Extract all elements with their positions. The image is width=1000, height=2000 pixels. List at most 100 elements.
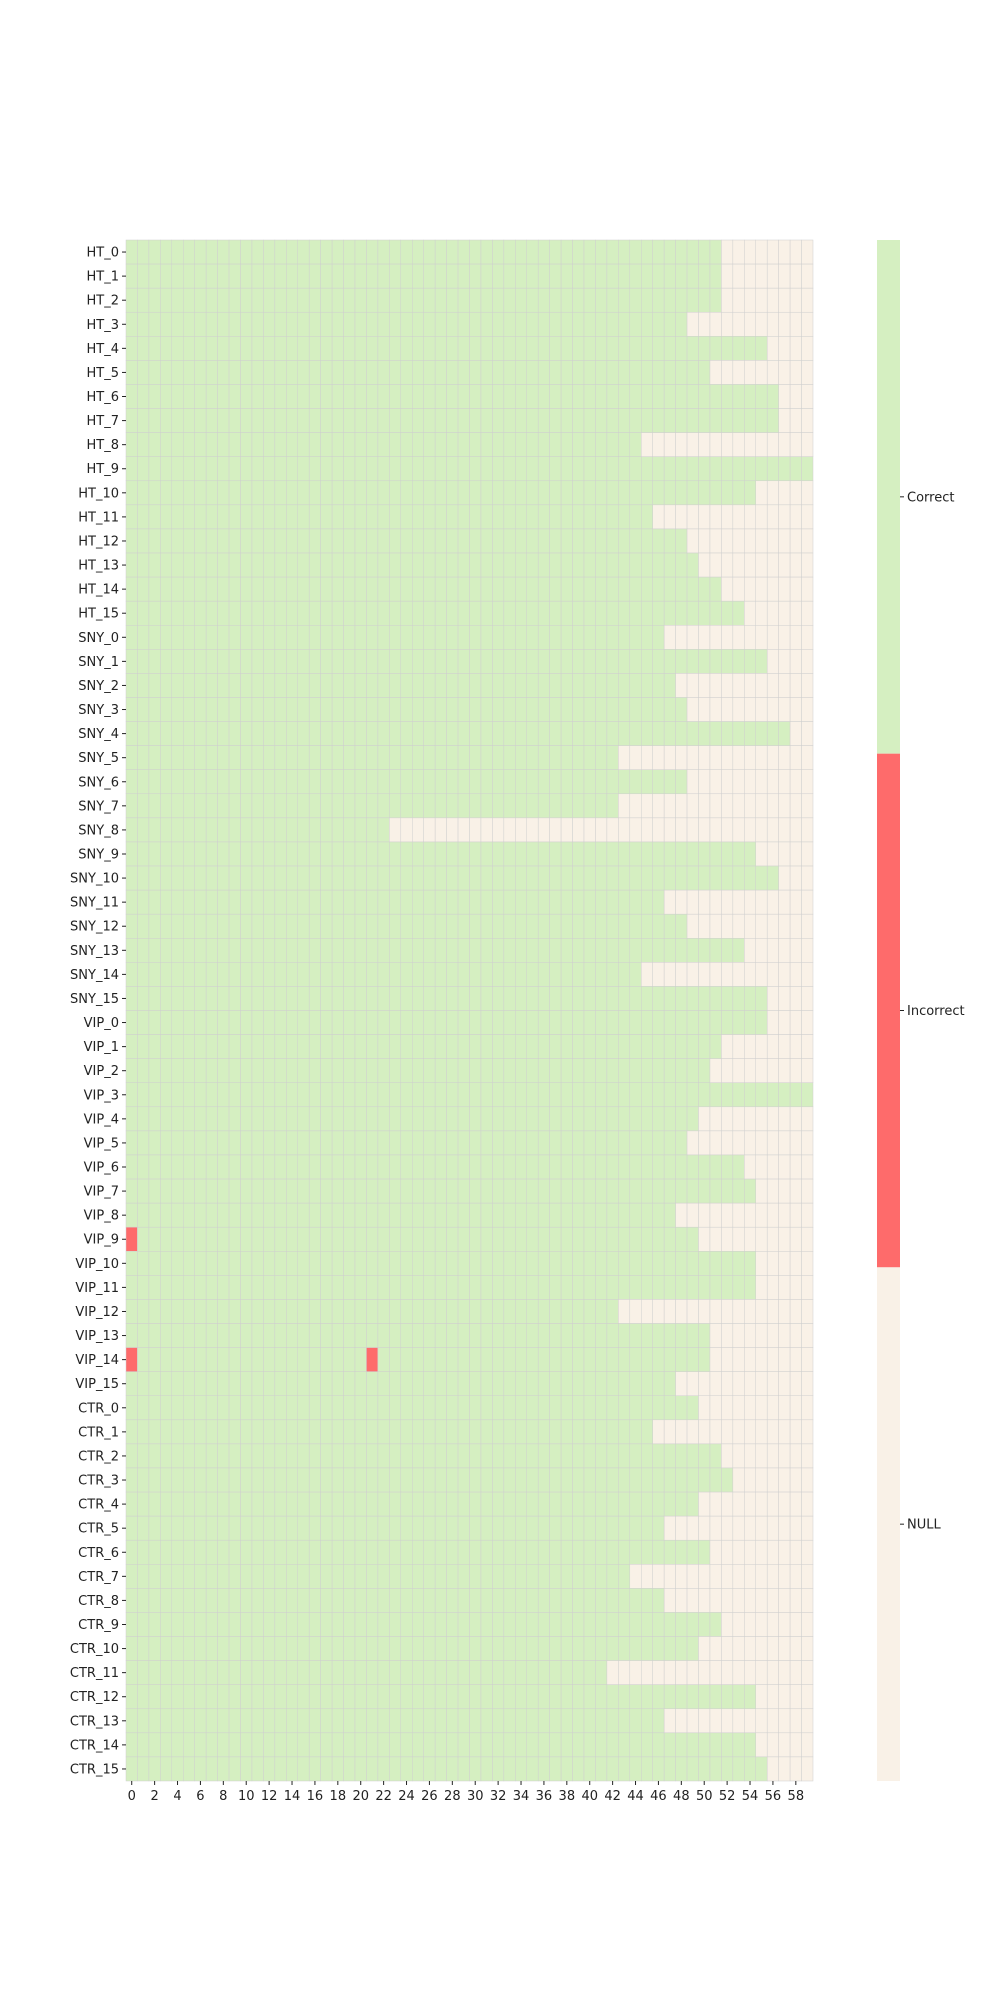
cell-HT_4-48 [675,336,688,361]
cell-SNY_11-48 [675,889,688,915]
cell-SNY_15-56 [766,986,779,1011]
cell-SNY_3-7 [205,697,218,722]
cell-HT_9-49 [686,456,699,482]
cell-CTR_9-58 [789,1612,802,1637]
cell-HT_4-20 [354,336,367,361]
cell-HT_13-39 [572,552,585,578]
cell-VIP_9-52 [721,1226,734,1252]
cell-VIP_3-11 [251,1082,264,1108]
cell-SNY_10-4 [171,865,184,891]
cell-CTR_12-48 [675,1684,688,1710]
cell-SNY_6-48 [675,769,688,795]
cell-SNY_5-0 [125,745,138,770]
cell-CTR_1-18 [331,1419,344,1445]
cell-VIP_12-2 [148,1299,161,1324]
cell-SNY_7-56 [766,793,779,819]
cell-VIP_15-46 [652,1371,665,1397]
cell-SNY_8-24 [400,817,413,843]
cell-CTR_8-43 [618,1588,631,1613]
cell-SNY_5-55 [755,745,768,770]
cell-CTR_6-38 [560,1539,573,1565]
cell-SNY_4-30 [469,721,482,746]
cell-HT_0-2 [148,239,161,265]
cell-HT_11-31 [480,504,493,530]
cell-CTR_1-34 [515,1419,527,1445]
cell-HT_4-43 [618,336,631,361]
cell-HT_9-19 [343,456,356,482]
cell-VIP_10-5 [183,1251,195,1276]
cell-CTR_1-41 [595,1419,608,1445]
cell-VIP_4-26 [423,1106,436,1132]
cell-SNY_12-23 [389,913,402,939]
cell-HT_4-28 [446,336,459,361]
cell-SNY_1-13 [274,649,287,674]
cell-SNY_7-57 [778,793,791,819]
cell-CTR_14-14 [286,1732,298,1758]
cell-HT_11-40 [583,504,596,530]
cell-SNY_1-14 [286,649,298,674]
cell-SNY_6-7 [205,769,218,795]
cell-VIP_1-12 [263,1034,276,1059]
cell-HT_4-15 [297,336,310,361]
cell-CTR_1-6 [194,1419,207,1445]
cell-SNY_11-39 [572,889,585,915]
cell-VIP_12-26 [423,1299,436,1324]
cell-SNY_10-50 [698,865,711,891]
cell-CTR_14-23 [389,1732,402,1758]
cell-CTR_7-54 [744,1564,756,1589]
cell-CTR_0-33 [503,1395,516,1421]
cell-SNY_5-50 [698,745,711,770]
cell-VIP_13-43 [618,1323,631,1348]
y-tick-label: CTR_13 [70,1714,119,1729]
cell-SNY_13-36 [537,938,550,963]
cell-VIP_10-6 [194,1251,207,1276]
cell-VIP_2-5 [183,1058,195,1083]
cell-SNY_7-40 [583,793,596,819]
cell-CTR_3-17 [320,1467,333,1493]
cell-CTR_4-15 [297,1491,310,1517]
cell-SNY_9-53 [732,841,745,867]
cell-VIP_0-7 [205,1010,218,1035]
cell-CTR_14-27 [434,1732,447,1758]
cell-HT_4-4 [171,336,184,361]
cell-SNY_11-32 [492,889,505,915]
cell-CTR_2-26 [423,1443,436,1469]
cell-VIP_13-29 [457,1323,470,1348]
cell-VIP_14-52 [721,1347,734,1372]
cell-VIP_2-27 [434,1058,447,1083]
cell-SNY_2-59 [801,673,814,698]
cell-SNY_14-26 [423,962,436,987]
cell-CTR_14-32 [492,1732,505,1758]
cell-CTR_5-9 [228,1515,241,1541]
cell-HT_4-27 [434,336,447,361]
cell-HT_11-36 [537,504,550,530]
cell-VIP_7-19 [343,1178,356,1204]
cell-SNY_8-28 [446,817,459,843]
cell-SNY_3-36 [537,697,550,722]
cell-SNY_13-34 [515,938,527,963]
cell-SNY_10-11 [251,865,264,891]
cell-HT_4-57 [778,336,791,361]
cell-HT_3-23 [389,311,402,337]
cell-VIP_9-51 [709,1226,722,1252]
cell-VIP_5-0 [125,1130,138,1156]
cell-HT_2-44 [629,287,642,313]
cell-CTR_4-17 [320,1491,333,1517]
cell-HT_11-33 [503,504,516,530]
cell-HT_5-50 [698,360,711,385]
cell-HT_15-54 [744,600,756,626]
cell-SNY_3-34 [515,697,527,722]
cell-VIP_3-44 [629,1082,642,1108]
cell-HT_6-26 [423,384,436,409]
cell-HT_11-16 [308,504,321,530]
cell-VIP_12-40 [583,1299,596,1324]
cell-HT_15-42 [606,600,619,626]
cell-HT_15-41 [595,600,608,626]
cell-VIP_2-23 [389,1058,402,1083]
cell-SNY_7-29 [457,793,470,819]
cell-HT_12-28 [446,528,459,554]
cell-VIP_7-50 [698,1178,711,1204]
cell-SNY_9-33 [503,841,516,867]
cell-VIP_14-45 [641,1347,653,1372]
cell-HT_14-37 [549,576,562,602]
